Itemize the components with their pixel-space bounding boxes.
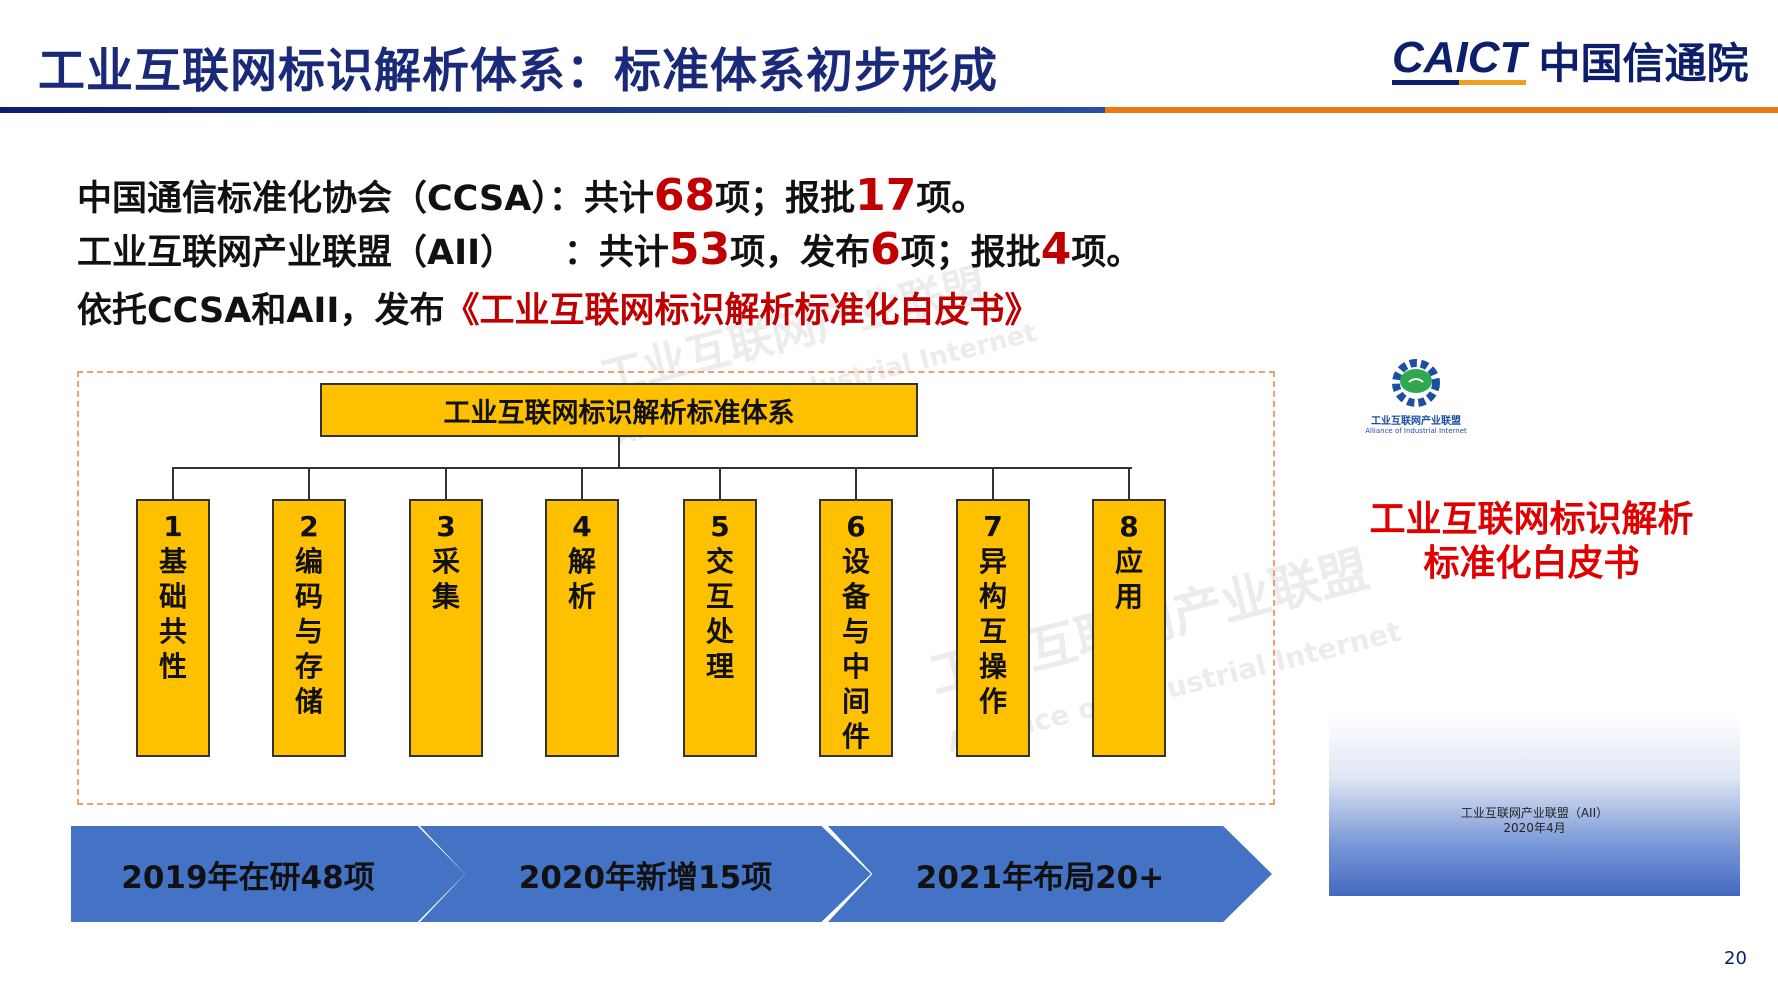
category-label: 基础共性 xyxy=(158,545,187,683)
category-label: 编码与存储 xyxy=(294,545,323,718)
logo-cn: 中国信通院 xyxy=(1538,39,1749,88)
standard-category-box: 5 交互处理 xyxy=(683,499,757,757)
page-number: 20 xyxy=(1724,948,1747,969)
whitepaper-cover-title: 工业互联网标识解析 标准化白皮书 xyxy=(1369,499,1694,584)
logo-en: CAICT xyxy=(1392,36,1527,85)
standards-root-box: 工业互联网标识解析标准体系 xyxy=(320,383,918,437)
timeline-step-2020: 2020年新增15项 xyxy=(420,826,871,922)
aii-summary: 工业互联网产业联盟（AII） ：共计53项，发布6项；报批4项。 xyxy=(77,224,1142,275)
gear-icon xyxy=(1392,359,1440,407)
standards-diagram-frame xyxy=(77,371,1275,805)
connector xyxy=(172,467,174,499)
category-number: 6 xyxy=(846,510,866,543)
header-divider-blue xyxy=(0,107,1105,113)
timeline-step-2019: 2019年在研48项 xyxy=(71,826,465,922)
category-label: 采集 xyxy=(431,545,460,613)
header-divider-orange xyxy=(1105,107,1778,113)
standard-category-box: 7 异构互操作 xyxy=(956,499,1030,757)
ccsa-summary: 中国通信标准化协会（CCSA）：共计68项；报批17项。 xyxy=(77,170,987,221)
category-number: 8 xyxy=(1119,510,1139,543)
category-label: 交互处理 xyxy=(705,545,734,683)
standard-category-box: 2 编码与存储 xyxy=(272,499,346,757)
category-number: 4 xyxy=(572,510,592,543)
standard-category-box: 3 采集 xyxy=(409,499,483,757)
connector xyxy=(992,467,994,499)
connector xyxy=(581,467,583,499)
standard-category-box: 4 解析 xyxy=(545,499,619,757)
category-label: 异构互操作 xyxy=(978,545,1007,718)
category-number: 3 xyxy=(436,510,456,543)
standard-category-box: 1 基础共性 xyxy=(136,499,210,757)
whitepaper-cover-image: 工业互联网产业联盟（AII） 2020年4月 xyxy=(1329,714,1740,896)
category-label: 设备与中间件 xyxy=(841,545,870,753)
standard-category-box: 8 应用 xyxy=(1092,499,1166,757)
standard-category-box: 6 设备与中间件 xyxy=(819,499,893,757)
aii-logo: 工业互联网产业联盟 Alliance of Industrial Interne… xyxy=(1361,358,1471,435)
connector xyxy=(308,467,310,499)
connector xyxy=(445,467,447,499)
category-number: 2 xyxy=(299,510,319,543)
category-number: 1 xyxy=(163,510,183,543)
connector xyxy=(172,467,1132,469)
category-label: 应用 xyxy=(1114,545,1143,613)
category-label: 解析 xyxy=(567,545,596,613)
category-number: 5 xyxy=(710,510,730,543)
connector xyxy=(855,467,857,499)
whitepaper-summary: 依托CCSA和AII，发布《工业互联网标识解析标准化白皮书》 xyxy=(77,291,1040,331)
connector xyxy=(618,437,620,467)
caict-logo: CAICT 中国信通院 xyxy=(1392,30,1748,91)
slide-title: 工业互联网标识解析体系：标准体系初步形成 xyxy=(38,44,998,99)
connector xyxy=(1128,467,1130,499)
timeline-step-2021: 2021年布局20+ xyxy=(828,826,1272,922)
category-number: 7 xyxy=(983,510,1003,543)
connector xyxy=(719,467,721,499)
